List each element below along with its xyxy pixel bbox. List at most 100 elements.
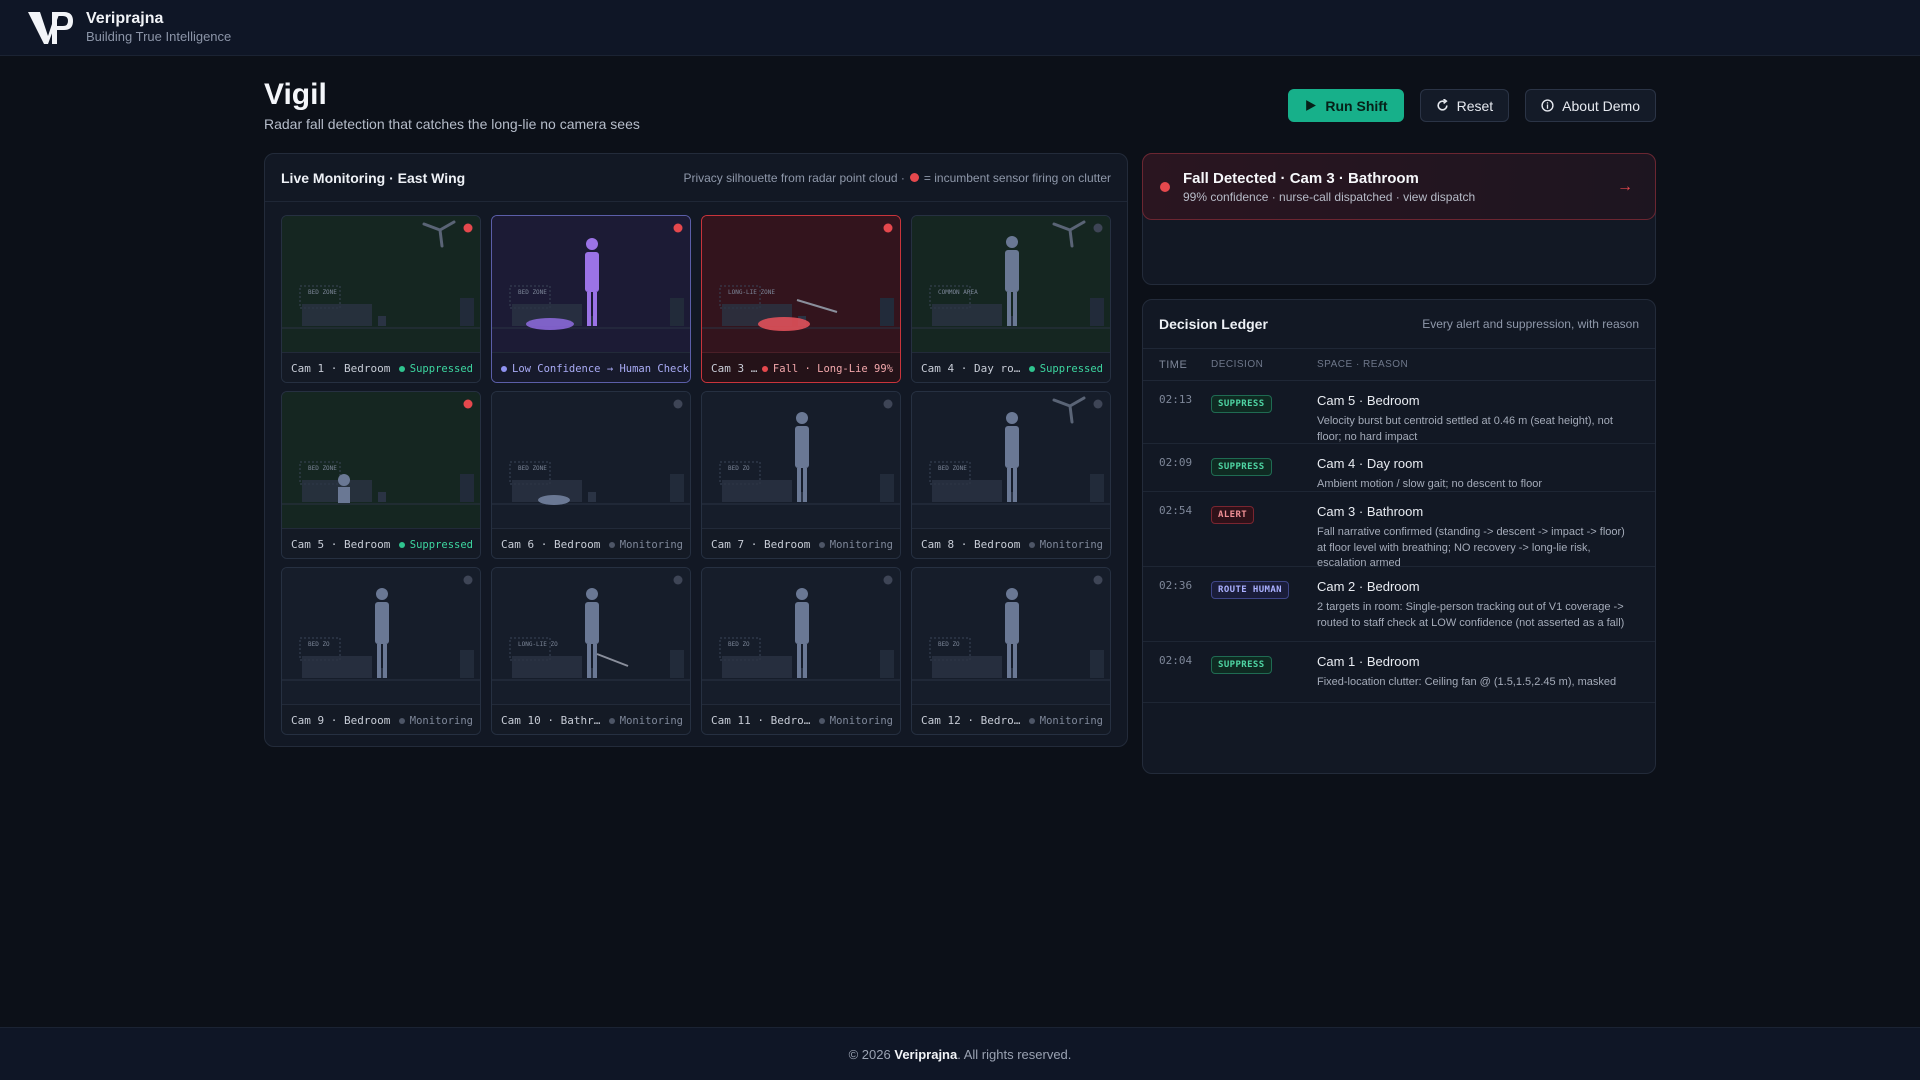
monitoring-title: Live Monitoring · East Wing (281, 169, 466, 186)
ledger-reason-cell: Cam 2 · Bedroom 2 targets in room: Single… (1317, 579, 1637, 641)
status-dot-icon (398, 717, 405, 724)
ledger-title: Decision Ledger (1159, 316, 1268, 332)
ledger-decision-cell: SUPPRESS (1211, 456, 1317, 491)
status-dot-icon (608, 541, 615, 548)
camera-footer: Cam 7 · Bedroom Monitoring (702, 528, 900, 558)
about-demo-button[interactable]: About Demo (1525, 89, 1656, 122)
ledger-space: Cam 2 · Bedroom (1317, 579, 1420, 594)
camera-status-text: Monitoring (1039, 714, 1103, 727)
ledger-reason-cell: Cam 5 · Bedroom Velocity burst but centro… (1317, 393, 1637, 443)
camera-status: Monitoring (1028, 539, 1103, 551)
camera-label: Cam 1 · Bedroom (291, 362, 391, 375)
camera-label: Cam 8 · Bedroom (921, 538, 1021, 551)
ledger-decision-cell: ROUTE HUMAN (1211, 579, 1317, 641)
ledger-reason: Fixed-location clutter: Ceiling fan @ (1… (1317, 676, 1617, 688)
camera-label: Cam 7 · Bedroom (711, 538, 811, 551)
camera-tile[interactable]: BED ZONE Low Confidence → Human Check (491, 215, 691, 383)
fall-alert-card[interactable]: Fall Detected · Cam 3 · Bathroom 99% con… (1142, 153, 1656, 220)
radar-silhouette-view: BED ZONE (282, 216, 480, 352)
camera-status: Suppressed (1028, 362, 1103, 375)
ledger-space: Cam 4 · Day room (1317, 456, 1424, 471)
status-dot-icon (1028, 717, 1035, 724)
radar-silhouette-view: BED ZO (702, 392, 900, 528)
radar-silhouette-view: COMMON AREA (912, 216, 1110, 352)
ledger-column-headers: TIME DECISION SPACE · REASON (1143, 348, 1655, 381)
veriprajna-logo[interactable] (26, 8, 74, 48)
camera-footer: Cam 11 · Bedro… Monitoring (702, 704, 900, 734)
ledger-space: Cam 3 · Bathroom (1317, 504, 1424, 519)
camera-footer: Low Confidence → Human Check (492, 352, 690, 382)
camera-tile[interactable]: COMMON AREA Cam 4 · Day ro… Suppressed (911, 215, 1111, 383)
camera-label: Cam 11 · Bedro… (711, 714, 811, 727)
radar-silhouette-view: BED ZO (702, 568, 900, 704)
radar-silhouette-view: LONG-LIE ZONE (702, 216, 900, 352)
zone-label: BED ZONE (518, 465, 547, 472)
run-shift-button[interactable]: Run Shift (1288, 89, 1404, 122)
ledger-time: 02:04 (1159, 654, 1193, 667)
zone-label: BED ZONE (308, 465, 337, 472)
camera-status: Fall · Long-Lie 99% (761, 363, 893, 375)
camera-footer: Cam 8 · Bedroom Monitoring (912, 528, 1110, 558)
ledger-note: Every alert and suppression, with reason (1422, 317, 1639, 331)
camera-tile[interactable]: LONG-LIE ZO Cam 10 · Bathr… Monitoring (491, 567, 691, 735)
zone-label: LONG-LIE ZONE (728, 289, 775, 296)
arrow-right-icon[interactable]: → (1617, 178, 1633, 195)
camera-status: Monitoring (398, 715, 473, 727)
ledger-row[interactable]: 02:36 ROUTE HUMAN Cam 2 · Bedroom 2 targets… (1143, 567, 1655, 642)
camera-tile[interactable]: BED ZO Cam 9 · Bedroom Monitoring (281, 567, 481, 735)
camera-status-text: Suppressed (409, 362, 473, 375)
ledger-reason-cell: Cam 4 · Day room Ambient motion / slow ga… (1317, 456, 1637, 491)
camera-tile[interactable]: LONG-LIE ZONE Cam 3 … Fall · Long-Lie 99% (701, 215, 901, 383)
action-bar: Run Shift Reset About Demo (1288, 89, 1656, 122)
camera-footer: Cam 6 · Bedroom Monitoring (492, 528, 690, 558)
alert-subtitle: 99% confidence · nurse-call dispatched ·… (1183, 189, 1476, 204)
alert-title: Fall Detected · Cam 3 · Bathroom (1183, 169, 1419, 187)
camera-status-text: Monitoring (619, 714, 683, 727)
camera-label: Cam 5 · Bedroom (291, 538, 391, 551)
zone-label: LONG-LIE ZO (518, 641, 558, 648)
camera-tile[interactable]: BED ZO Cam 12 · Bedro… Monitoring (911, 567, 1111, 735)
ledger-row[interactable]: 02:13 SUPPRESS Cam 5 · Bedroom Velocity bur… (1143, 381, 1655, 444)
camera-tile[interactable]: BED ZONE Cam 8 · Bedroom Monitoring (911, 391, 1111, 559)
copyright-text: © 2026 (848, 1046, 891, 1062)
decision-badge: ROUTE HUMAN (1211, 581, 1290, 599)
brand-tagline: Building True Intelligence (86, 28, 232, 44)
page-title: Vigil (264, 78, 327, 111)
reset-button[interactable]: Reset (1419, 89, 1510, 122)
camera-status: Suppressed (398, 538, 473, 551)
top-bar: Veriprajna Building True Intelligence (0, 0, 1920, 56)
camera-footer: Cam 3 … Fall · Long-Lie 99% (702, 352, 900, 382)
ledger-row[interactable]: 02:04 SUPPRESS Cam 1 · Bedroom Fixed-locati… (1143, 642, 1655, 703)
camera-tile[interactable]: BED ZONE Cam 5 · Bedroom Suppressed (281, 391, 481, 559)
decision-badge: SUPPRESS (1211, 395, 1272, 413)
camera-tile[interactable]: BED ZO Cam 7 · Bedroom Monitoring (701, 391, 901, 559)
ledger-reason-cell: Cam 1 · Bedroom Fixed-location clutter: C… (1317, 654, 1637, 702)
ledger-reason: Ambient motion / slow gait; no descent t… (1317, 478, 1543, 490)
camera-footer: Cam 5 · Bedroom Suppressed (282, 528, 480, 558)
camera-label: Cam 6 · Bedroom (501, 538, 601, 551)
ledger-row[interactable]: 02:54 ALERT Cam 3 · Bathroom Fall narrative… (1143, 492, 1655, 569)
alert-text: Fall Detected · Cam 3 · Bathroom 99% con… (1183, 170, 1475, 204)
ledger-row[interactable]: 02:09 SUPPRESS Cam 4 · Day room Ambient mot… (1143, 444, 1655, 492)
camera-status-text: Suppressed (1039, 362, 1103, 375)
decision-badge: SUPPRESS (1211, 458, 1272, 476)
status-dot-icon (1028, 541, 1035, 548)
reset-icon (1436, 99, 1448, 111)
status-dot-icon (501, 365, 507, 372)
status-dot-icon (1028, 365, 1035, 372)
camera-status: Suppressed (398, 362, 473, 375)
camera-tile[interactable]: BED ZONE Cam 6 · Bedroom Monitoring (491, 391, 691, 559)
status-dot-icon (818, 541, 825, 548)
footer-rights: . All rights reserved. (957, 1046, 1072, 1062)
decision-badge: ALERT (1211, 506, 1255, 524)
status-dot-icon (608, 717, 615, 724)
camera-status: Monitoring (608, 539, 683, 551)
ledger-decision-cell: ALERT (1211, 504, 1317, 566)
ledger-rows: 02:13 SUPPRESS Cam 5 · Bedroom Velocity bur… (1143, 381, 1655, 703)
status-dot-icon (398, 365, 405, 372)
camera-tile[interactable]: BED ZO Cam 11 · Bedro… Monitoring (701, 567, 901, 735)
camera-status-text: Suppressed (409, 538, 473, 551)
camera-tile[interactable]: BED ZONE Cam 1 · Bedroom Suppressed (281, 215, 481, 383)
monitoring-header: Live Monitoring · East Wing Privacy silh… (265, 154, 1127, 202)
camera-status: Monitoring (818, 715, 893, 727)
